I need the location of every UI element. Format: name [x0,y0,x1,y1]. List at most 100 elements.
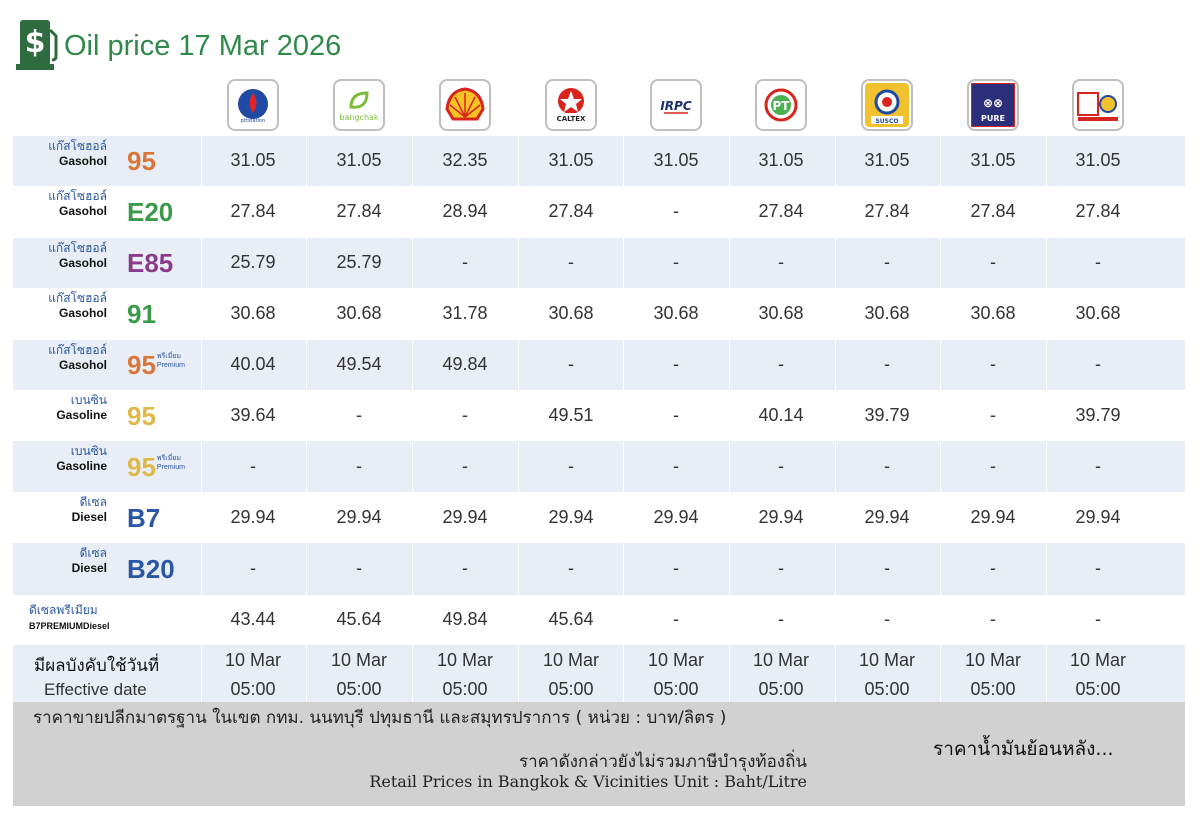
price-cell: - [673,558,679,578]
price-cell: - [884,354,890,374]
price-cell: - [778,558,784,578]
footer-retail-note: ราคาขายปลีกมาตรฐาน ในเขต กทม. นนทบุรี ปท… [33,708,727,728]
price-history-link[interactable]: ราคาน้ำมันย้อนหลัง... [933,738,1114,760]
fuel-grade-text: 95 [127,401,156,431]
price-cell: - [356,456,362,476]
price-cell: - [462,405,468,425]
fuel-name-en: Gasohol [58,154,107,168]
bangchak-logo: bangchak [332,78,386,132]
effective-time-cell: 05:00 [336,679,382,699]
effective-label-th: มีผลบังคับใช้วันที่ [34,656,160,675]
effective-time-cell: 05:00 [442,679,488,699]
fuel-grade: 95 พรีเมี่ยม Premium [127,454,185,480]
fuel-name-th: แก๊สโซฮอล์ [48,139,107,153]
fuel-name-th: แก๊สโซฮอล์ [48,343,107,357]
footer-panel: ราคาขายปลีกมาตรฐาน ในเขต กทม. นนทบุรี ปท… [13,702,1185,806]
price-cell: 29.94 [336,507,382,527]
fuel-row [13,492,1185,543]
fuel-grade-text: B7 [127,503,161,533]
price-cell: 31.05 [653,150,699,170]
price-cell: 31.05 [1075,150,1121,170]
column-divider [1046,136,1047,702]
price-cell: 29.94 [653,507,699,527]
price-cell: - [990,252,996,272]
ptt-logo: pttstation [226,78,280,132]
price-cell: - [778,354,784,374]
fuel-row [13,595,1185,645]
effective-time-cell: 05:00 [864,679,910,699]
fuel-row [13,543,1185,595]
fuel-grade: E85 [127,250,173,276]
svg-text:pttstation: pttstation [241,118,265,124]
price-cell: 29.94 [864,507,910,527]
column-divider [835,136,836,702]
column-divider [623,136,624,702]
fuel-row [13,136,1185,186]
premium-tag: พรีเมี่ยม Premium [157,352,185,370]
fuel-grade-text: 91 [127,299,156,329]
price-cell: 45.64 [548,609,594,629]
fuel-name-en: Gasoline [56,408,107,422]
price-cell: 30.68 [653,303,699,323]
svg-text:$: $ [25,25,46,60]
fuel-label: แก๊สโซฮอล์ Gasohol 91 [13,288,201,340]
price-cell: - [1095,558,1101,578]
effective-time-cell: 05:00 [758,679,804,699]
svg-text:CALTEX: CALTEX [557,115,586,123]
price-cell: 39.79 [1075,405,1121,425]
price-cell: - [673,456,679,476]
fuel-label: ดีเซล Diesel B20 [13,543,201,595]
price-cell: 25.79 [230,252,276,272]
price-cell: 31.05 [230,150,276,170]
shell-logo [438,78,492,132]
svg-text:⊗⊗: ⊗⊗ [983,96,1003,110]
price-cell: - [884,558,890,578]
price-cell: 29.94 [970,507,1016,527]
footer-retail-note-en: Retail Prices in Bangkok & Vicinities Un… [369,772,807,791]
fuel-grade-text: 95 [127,452,156,482]
fuel-grade-text: E20 [127,197,174,227]
price-cell: - [462,558,468,578]
effective-date-cell: 10 Mar [647,650,705,670]
price-cell: 27.84 [230,201,276,221]
fuel-name-en: Diesel [71,561,107,575]
price-cell: - [462,252,468,272]
price-cell: 27.84 [758,201,804,221]
price-cell: 30.68 [336,303,382,323]
fuel-name-th: แก๊สโซฮอล์ [48,241,107,255]
fuel-label: ดีเซล Diesel B7 [13,492,201,543]
price-cell: - [990,558,996,578]
price-cell: 31.05 [548,150,594,170]
fuel-name-th: ดีเซลพรีเมียม [29,603,98,617]
effective-date-cell: 10 Mar [224,650,282,670]
caltex-logo: CALTEX [544,78,598,132]
price-cell: 31.05 [864,150,910,170]
svg-text:PURE: PURE [981,114,1005,123]
price-cell: 40.04 [230,354,276,374]
price-cell: - [673,252,679,272]
fuel-grade: 95 [127,148,156,174]
price-cell: 29.94 [230,507,276,527]
price-cell: - [673,354,679,374]
fuel-row [13,186,1185,238]
fuel-name-th: ดีเซล [79,495,107,509]
price-cell: 30.68 [1075,303,1121,323]
column-divider [518,136,519,702]
price-cell: 27.84 [1075,201,1121,221]
effective-date-cell: 10 Mar [752,650,810,670]
price-cell: 30.68 [864,303,910,323]
column-divider [306,136,307,702]
price-cell: 32.35 [442,150,488,170]
price-cell: - [568,456,574,476]
price-cell: 27.84 [970,201,1016,221]
fuel-label: ดีเซลพรีเมียม B7PREMIUMDiesel [13,595,201,645]
price-cell: - [568,252,574,272]
price-cell: 27.84 [336,201,382,221]
price-cell: - [1095,609,1101,629]
price-cell: 31.05 [970,150,1016,170]
fuel-grade-text: E85 [127,248,174,278]
effective-time-cell: 05:00 [970,679,1016,699]
fuel-grade: B7 [127,505,160,531]
price-cell: 39.64 [230,405,276,425]
price-cell: - [990,405,996,425]
